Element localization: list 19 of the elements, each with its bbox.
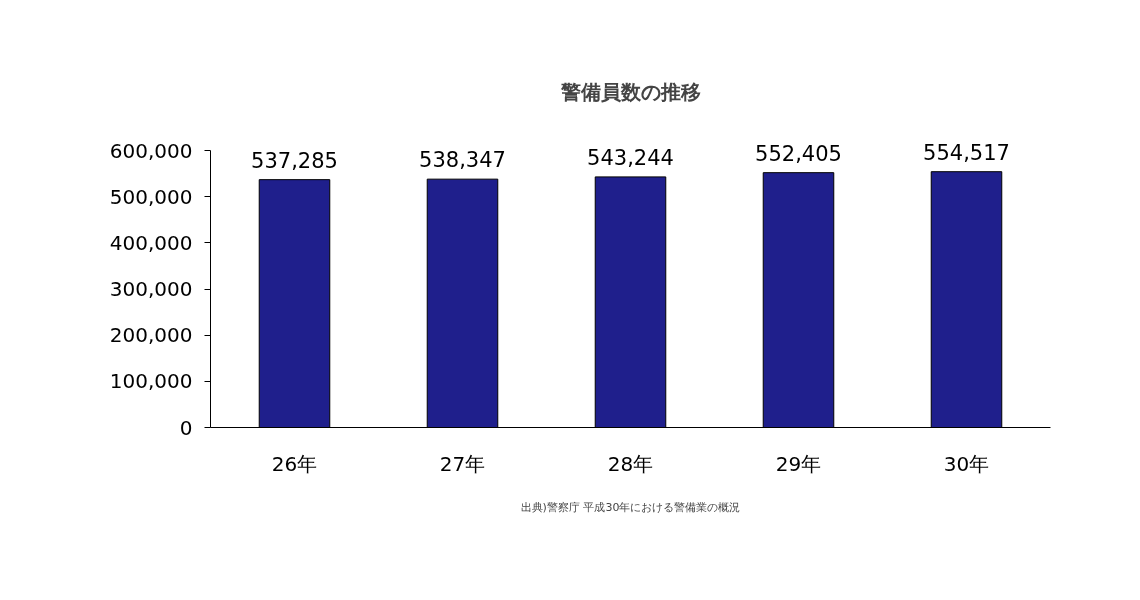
y-tick-label: 100,000 [109,369,193,394]
y-tick-label: 600,000 [109,138,193,163]
y-tick-label: 500,000 [109,184,193,209]
y-tick-label: 200,000 [109,323,193,348]
y-tick-label: 300,000 [109,277,193,302]
x-tick-label: 29年 [775,451,822,476]
data-label: 554,517 [923,140,1010,165]
chart-title: 警備員数の推移 [559,79,701,104]
y-tick-label: 0 [179,415,193,440]
data-label: 538,347 [419,148,506,173]
x-tick-label: 27年 [439,451,486,476]
x-tick-label: 26年 [271,451,318,476]
data-label: 552,405 [755,141,842,166]
x-tick-label: 28年 [607,451,654,476]
source-note: 出典)警察庁 平成30年における警備業の概況 [520,500,741,514]
data-label: 537,285 [251,148,338,173]
y-tick-label: 400,000 [109,230,193,255]
data-label: 543,244 [587,145,674,170]
x-tick-label: 30年 [943,451,990,476]
